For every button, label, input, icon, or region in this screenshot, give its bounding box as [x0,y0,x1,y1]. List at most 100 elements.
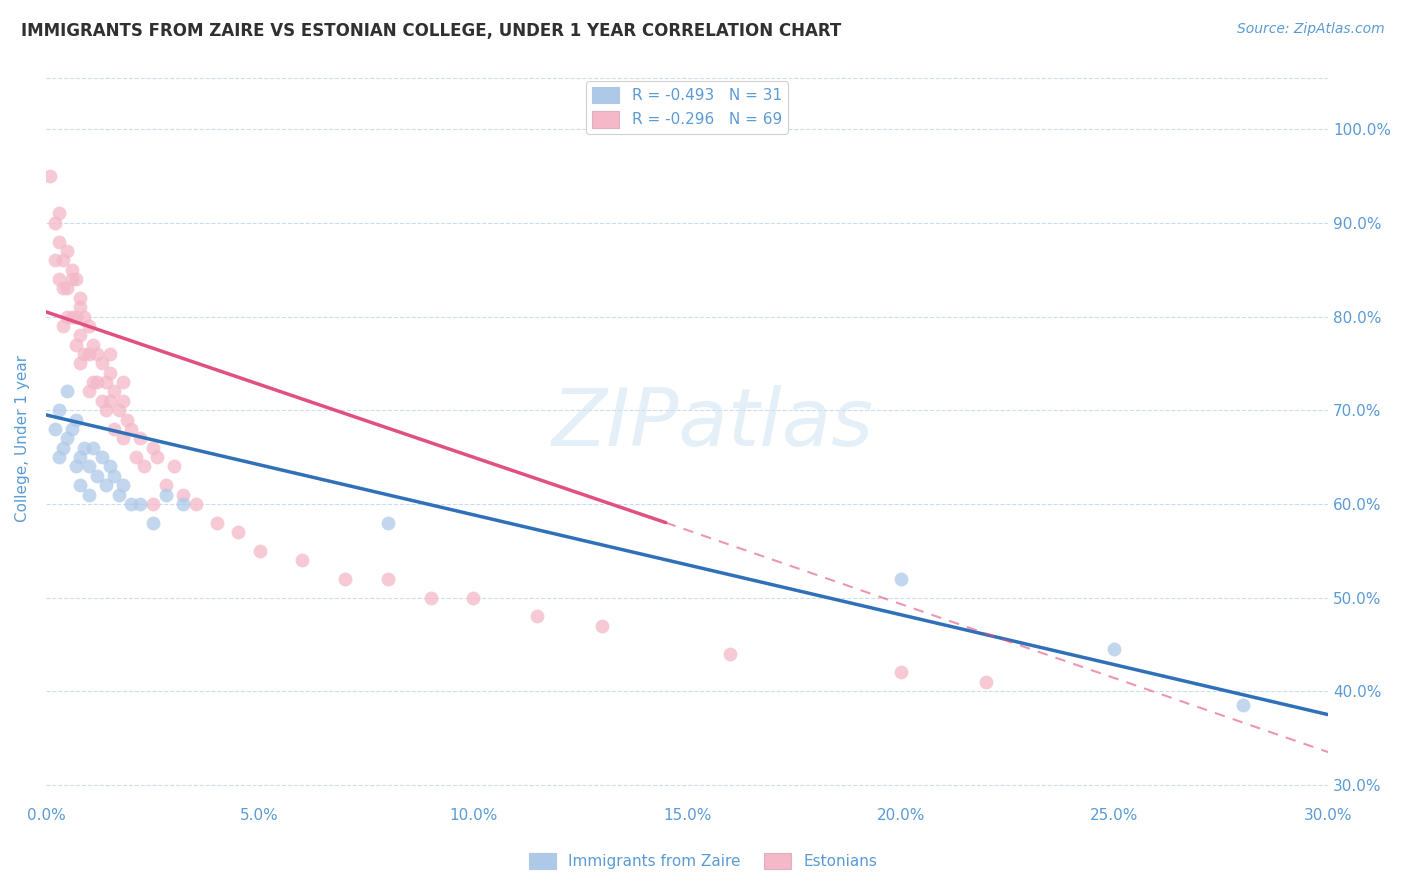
Point [69,291,91,305]
Legend: R = -0.493   N = 31, R = -0.296   N = 69: R = -0.493 N = 31, R = -0.296 N = 69 [586,80,787,134]
Point [86,468,108,483]
Point [52,253,75,268]
Point [134,459,156,474]
Y-axis label: College, Under 1 year: College, Under 1 year [15,355,30,522]
Point [44,422,66,436]
Point [82,375,104,389]
Point [69,478,91,492]
Point [115,412,138,426]
Point [44,253,66,268]
Point [103,468,125,483]
Point [226,524,249,539]
Point [52,441,75,455]
Point [98,347,121,361]
Point [48,206,70,220]
Point [890,572,912,586]
Text: IMMIGRANTS FROM ZAIRE VS ESTONIAN COLLEGE, UNDER 1 YEAR CORRELATION CHART: IMMIGRANTS FROM ZAIRE VS ESTONIAN COLLEG… [21,22,841,40]
Point [60,262,83,277]
Point [120,497,142,511]
Point [103,384,125,399]
Point [82,441,104,455]
Point [155,478,177,492]
Point [125,450,148,464]
Point [69,450,91,464]
Point [90,356,112,370]
Point [73,441,96,455]
Point [69,328,91,343]
Point [60,422,83,436]
Point [48,450,70,464]
Point [60,272,83,286]
Point [73,310,96,324]
Point [205,516,228,530]
Point [48,272,70,286]
Point [48,235,70,249]
Point [249,543,271,558]
Text: Source: ZipAtlas.com: Source: ZipAtlas.com [1237,22,1385,37]
Point [73,347,96,361]
Point [120,422,142,436]
Point [591,618,613,632]
Point [1104,642,1126,657]
Point [86,375,108,389]
Point [77,384,100,399]
Legend: Immigrants from Zaire, Estonians: Immigrants from Zaire, Estonians [523,847,883,875]
Text: ZIPatlas: ZIPatlas [551,384,873,463]
Point [463,591,485,605]
Point [111,393,134,408]
Point [98,366,121,380]
Point [146,450,169,464]
Point [142,441,165,455]
Point [94,375,117,389]
Point [1232,698,1254,713]
Point [377,572,399,586]
Point [77,347,100,361]
Point [52,318,75,333]
Point [111,375,134,389]
Point [163,459,186,474]
Point [172,487,194,501]
Point [718,647,741,661]
Point [111,431,134,445]
Point [44,216,66,230]
Point [184,497,207,511]
Point [90,450,112,464]
Point [129,431,152,445]
Point [142,516,165,530]
Point [107,487,129,501]
Point [65,272,87,286]
Point [77,318,100,333]
Point [65,412,87,426]
Point [98,459,121,474]
Point [377,516,399,530]
Point [65,310,87,324]
Point [69,356,91,370]
Point [82,337,104,351]
Point [56,431,79,445]
Point [94,478,117,492]
Point [77,459,100,474]
Point [98,393,121,408]
Point [48,403,70,417]
Point [111,478,134,492]
Point [291,553,314,567]
Point [39,169,62,183]
Point [419,591,441,605]
Point [172,497,194,511]
Point [56,384,79,399]
Point [65,459,87,474]
Point [65,337,87,351]
Point [333,572,356,586]
Point [129,497,152,511]
Point [155,487,177,501]
Point [90,393,112,408]
Point [60,310,83,324]
Point [77,487,100,501]
Point [94,403,117,417]
Point [69,300,91,314]
Point [974,674,997,689]
Point [56,244,79,258]
Point [52,281,75,295]
Point [890,665,912,680]
Point [526,609,548,624]
